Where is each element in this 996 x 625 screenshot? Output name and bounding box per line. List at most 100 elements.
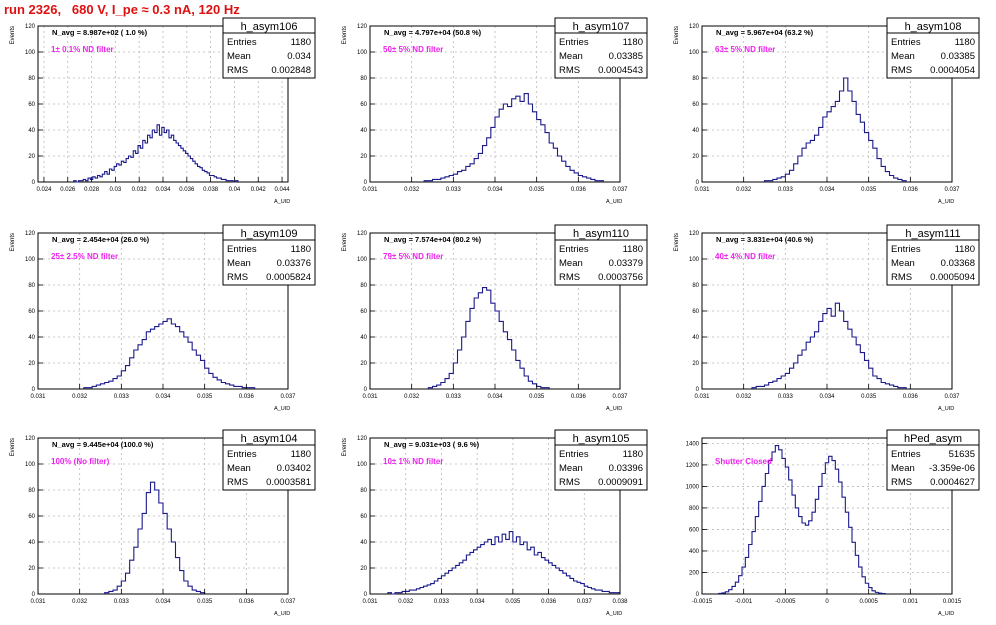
stats-label-mean: Mean: [891, 463, 915, 474]
y-tick-label: 120: [357, 24, 368, 30]
stats-value-mean: 0.03402: [277, 463, 311, 474]
x-axis-label: A_UID: [606, 611, 622, 617]
x-tick-label: 0.034: [819, 187, 835, 193]
filter-annotation: Shutter Closed: [715, 457, 772, 466]
x-tick-label: 0.036: [903, 187, 919, 193]
x-tick-label: 0.034: [487, 394, 503, 400]
histogram-title: h_asym107: [573, 21, 630, 33]
filter-annotation: 63± 5% ND filter: [715, 45, 775, 54]
x-tick-label: 0.031: [362, 187, 378, 193]
navg-annotation: N_avg = 8.987e+02 ( 1.0 %): [52, 28, 148, 37]
x-tick-label: 0.032: [72, 599, 88, 605]
filter-annotation: 25± 2.5% ND filter: [51, 252, 118, 261]
y-tick-label: 40: [692, 128, 699, 134]
y-tick-label: 20: [360, 361, 367, 367]
stats-label-mean: Mean: [891, 258, 915, 269]
x-tick-label: 0.033: [114, 599, 130, 605]
stats-value-rms: 0.0009091: [598, 477, 643, 488]
y-tick-label: 0: [696, 387, 700, 393]
stats-label-entries: Entries: [891, 449, 921, 460]
stats-value-entries: 1180: [955, 37, 975, 48]
histogram-outline: [427, 287, 550, 389]
x-tick-label: 0.033: [446, 187, 462, 193]
x-tick-label: 0.034: [487, 187, 503, 193]
stats-value-entries: 51635: [949, 449, 975, 460]
y-tick-label: 800: [689, 506, 700, 512]
x-tick-label: 0.035: [861, 394, 877, 400]
y-tick-label: 120: [357, 436, 368, 442]
y-tick-label: 80: [692, 283, 699, 289]
y-tick-label: 1000: [686, 484, 700, 490]
histogram-title: hPed_asym: [904, 433, 962, 445]
stats-box: [886, 224, 980, 286]
y-tick-label: 200: [689, 570, 700, 576]
x-axis-label: A_UID: [938, 611, 954, 617]
y-tick-label: 100: [25, 257, 36, 263]
stats-label-entries: Entries: [559, 37, 589, 48]
stats-label-mean: Mean: [559, 463, 583, 474]
histogram-outline: [104, 481, 206, 594]
x-tick-label: 0.036: [541, 599, 557, 605]
y-tick-label: 0: [32, 592, 36, 598]
x-tick-label: 0.035: [197, 599, 213, 605]
x-tick-label: 0.034: [819, 394, 835, 400]
stats-value-entries: 1180: [623, 37, 643, 48]
histogram-title: h_asym106: [241, 21, 298, 33]
histogram-panel-h_asym109: 0.031 0.032 0.033 0.034 0.035 0.036 0.037 0 20 40…: [0, 224, 330, 420]
y-tick-label: 100: [25, 50, 36, 56]
filter-annotation: 1± 0.1% ND filter: [51, 45, 114, 54]
histogram-title: h_asym104: [241, 433, 298, 445]
y-axis-label: Events: [342, 438, 348, 456]
navg-annotation: N_avg = 4.797e+04 (50.8 %): [384, 28, 482, 37]
navg-annotation: N_avg = 2.454e+04 (26.0 %): [52, 235, 150, 244]
y-tick-label: 400: [689, 549, 700, 555]
x-tick-label: 0.031: [30, 394, 46, 400]
x-tick-label: 0.032: [736, 187, 752, 193]
x-tick-label: 0.031: [362, 599, 378, 605]
stats-box: [222, 429, 316, 491]
navg-annotation: N_avg = 5.967e+04 (63.2 %): [716, 28, 814, 37]
stats-label-rms: RMS: [891, 65, 912, 76]
x-tick-label: 0.032: [72, 394, 88, 400]
stats-label-rms: RMS: [559, 477, 580, 488]
x-tick-label: 0.035: [197, 394, 213, 400]
x-tick-label: 0.0005: [859, 599, 878, 605]
stats-value-rms: 0.0005094: [930, 272, 975, 283]
x-tick-label: 0.037: [612, 187, 628, 193]
x-tick-label: 0.035: [529, 187, 545, 193]
histogram-plot-h_asym109: 0.031 0.032 0.033 0.034 0.035 0.036 0.037 0 20 40…: [10, 224, 316, 412]
stats-value-mean: 0.03396: [609, 463, 643, 474]
y-tick-label: 60: [28, 102, 35, 108]
y-tick-label: 120: [25, 436, 36, 442]
histogram-panel-h_asym110: 0.031 0.032 0.033 0.034 0.035 0.036 0.037 0 20 40…: [332, 224, 662, 420]
x-tick-label: 0.036: [571, 394, 587, 400]
y-tick-label: 600: [689, 527, 700, 533]
stats-label-mean: Mean: [227, 463, 251, 474]
x-tick-label: 0.034: [155, 187, 171, 193]
x-tick-label: 0.037: [577, 599, 593, 605]
y-tick-label: 20: [360, 154, 367, 160]
histogram-plot-h_asym106: 0.024 0.026 0.028 0.03 0.032 0.034 0.036 0.038 0…: [10, 17, 316, 205]
histogram-panel-h_asym107: 0.031 0.032 0.033 0.034 0.035 0.036 0.037 0 20 40…: [332, 17, 662, 213]
histogram-outline: [751, 302, 907, 389]
stats-value-entries: 1180: [291, 244, 311, 255]
y-tick-label: 40: [360, 335, 367, 341]
y-tick-label: 60: [692, 102, 699, 108]
x-tick-label: 0.001: [903, 599, 919, 605]
y-tick-label: 20: [28, 154, 35, 160]
x-tick-label: 0.042: [251, 187, 267, 193]
histogram-panel-h_asym108: 0.031 0.032 0.033 0.034 0.035 0.036 0.037 0 20 40…: [664, 17, 994, 213]
y-tick-label: 0: [32, 387, 36, 393]
histogram-plot-h_asym108: 0.031 0.032 0.033 0.034 0.035 0.036 0.037 0 20 40…: [674, 17, 980, 205]
filter-annotation: 40± 4% ND filter: [715, 252, 775, 261]
navg-annotation: N_avg = 7.574e+04 (80.2 %): [384, 235, 482, 244]
stats-value-mean: 0.034: [287, 51, 311, 62]
y-tick-label: 20: [28, 361, 35, 367]
filter-annotation: 100% (No filter): [51, 457, 110, 466]
y-tick-label: 20: [360, 566, 367, 572]
x-tick-label: 0.036: [903, 394, 919, 400]
histogram-outline: [423, 93, 604, 182]
x-tick-label: 0.038: [612, 599, 628, 605]
x-tick-label: -0.001: [735, 599, 753, 605]
x-tick-label: 0.033: [434, 599, 450, 605]
